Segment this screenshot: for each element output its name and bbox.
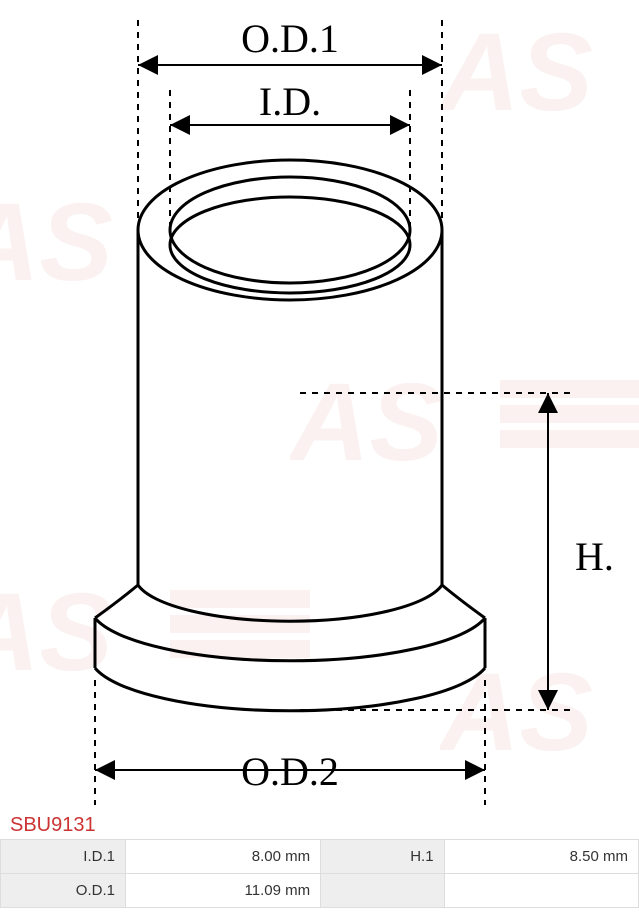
- spec-value: 8.00 mm: [125, 840, 320, 874]
- spec-value: 8.50 mm: [444, 840, 638, 874]
- bushing-diagram: AS AS AS AS AS: [0, 0, 639, 810]
- label-id: I.D.: [259, 79, 321, 124]
- spec-label: O.D.1: [1, 874, 126, 908]
- table-row: O.D.1 11.09 mm: [1, 874, 639, 908]
- spec-value: 11.09 mm: [125, 874, 320, 908]
- spec-label: H.1: [321, 840, 444, 874]
- table-row: I.D.1 8.00 mm H.1 8.50 mm: [1, 840, 639, 874]
- spec-label: I.D.1: [1, 840, 126, 874]
- label-od2: O.D.2: [241, 749, 339, 794]
- label-h: H.: [575, 534, 614, 579]
- technical-drawing: O.D.1 I.D. H. O.D.2: [0, 0, 639, 810]
- spec-value: [444, 874, 638, 908]
- spec-table: I.D.1 8.00 mm H.1 8.50 mm O.D.1 11.09 mm: [0, 839, 639, 908]
- spec-label: [321, 874, 444, 908]
- part-number: SBU9131: [0, 810, 639, 839]
- label-od1: O.D.1: [241, 16, 339, 61]
